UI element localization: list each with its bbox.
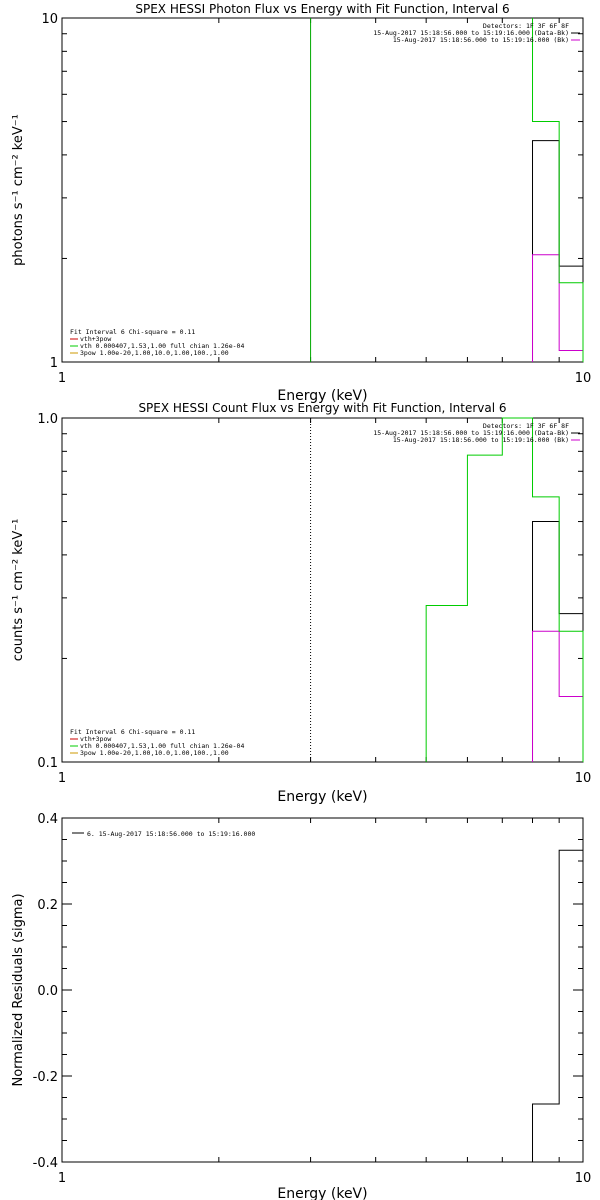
legend-entry: vth+3pow bbox=[80, 735, 111, 743]
plot-frame bbox=[61, 817, 584, 1163]
y-axis-label: counts s⁻¹ cm⁻² keV⁻¹ bbox=[11, 519, 26, 662]
y-tick-label: -0.4 bbox=[33, 1156, 58, 1171]
legend-entry: Fit Interval 6 Chi-square = 0.11 bbox=[70, 728, 195, 736]
y-tick-label: 0.2 bbox=[37, 898, 58, 913]
data-series-step-line bbox=[425, 417, 584, 762]
chart-title: SPEX HESSI Photon Flux vs Energy with Fi… bbox=[135, 2, 509, 16]
legend-entry: Fit Interval 6 Chi-square = 0.11 bbox=[70, 328, 195, 336]
data-series-step-line bbox=[532, 140, 584, 362]
x-tick-label: 1 bbox=[58, 771, 66, 786]
legend-entry: 15-Aug-2017 15:18:56.000 to 15:19:16.000… bbox=[373, 29, 569, 37]
data-series-step-line bbox=[532, 254, 584, 362]
y-tick-label: 0.4 bbox=[37, 812, 58, 827]
x-tick-label: 10 bbox=[575, 1171, 592, 1186]
legend-entry: Detectors: 1F 3F 6F 8F bbox=[483, 22, 569, 30]
y-tick-label: -0.2 bbox=[33, 1070, 58, 1085]
x-axis-label: Energy (keV) bbox=[277, 388, 367, 404]
legend-entry: 15-Aug-2017 15:18:56.000 to 15:19:16.000… bbox=[393, 436, 569, 444]
y-tick-label: 10 bbox=[41, 12, 58, 27]
x-axis-label: Energy (keV) bbox=[277, 789, 367, 805]
legend-entry: Detectors: 1F 3F 6F 8F bbox=[483, 422, 569, 430]
legend-entry: 3pow 1.00e-20,1.00,10.0,1.00,100.,1.00 bbox=[80, 749, 229, 757]
legend-entry: 15-Aug-2017 15:18:56.000 to 15:19:16.000… bbox=[393, 36, 569, 44]
x-tick-label: 10 bbox=[575, 371, 592, 386]
legend-entry: vth+3pow bbox=[80, 335, 111, 343]
plot-frame bbox=[61, 417, 584, 763]
chart-title: SPEX HESSI Count Flux vs Energy with Fit… bbox=[138, 401, 506, 415]
data-series-step-line bbox=[532, 521, 584, 762]
x-axis-label: Energy (keV) bbox=[277, 1186, 367, 1200]
data-series-step-line bbox=[532, 849, 584, 1162]
y-tick-label: 0.0 bbox=[37, 984, 58, 999]
y-axis-label: photons s⁻¹ cm⁻² keV⁻¹ bbox=[11, 114, 26, 266]
legend-entry: 15-Aug-2017 15:18:56.000 to 15:19:16.000… bbox=[373, 429, 569, 437]
legend-entry: 6. 15-Aug-2017 15:18:56.000 to 15:19:16.… bbox=[87, 830, 255, 838]
legend-entry: vth 0.000407,1.53,1.00 full chian 1.26e-… bbox=[80, 342, 244, 350]
y-tick-label: 0.1 bbox=[37, 756, 58, 771]
x-tick-label: 1 bbox=[58, 1171, 66, 1186]
y-axis-label: Normalized Residuals (sigma) bbox=[11, 893, 26, 1086]
x-tick-label: 10 bbox=[575, 771, 592, 786]
data-series-step-line bbox=[532, 18, 584, 362]
y-tick-label: 1 bbox=[50, 356, 58, 371]
legend-entry: vth 0.000407,1.53,1.00 full chian 1.26e-… bbox=[80, 742, 244, 750]
legend-entry: 3pow 1.00e-20,1.00,10.0,1.00,100.,1.00 bbox=[80, 349, 229, 357]
x-tick-label: 1 bbox=[58, 371, 66, 386]
y-tick-label: 1.0 bbox=[37, 412, 58, 427]
plot-frame bbox=[61, 17, 584, 363]
data-series-step-line bbox=[532, 630, 584, 762]
